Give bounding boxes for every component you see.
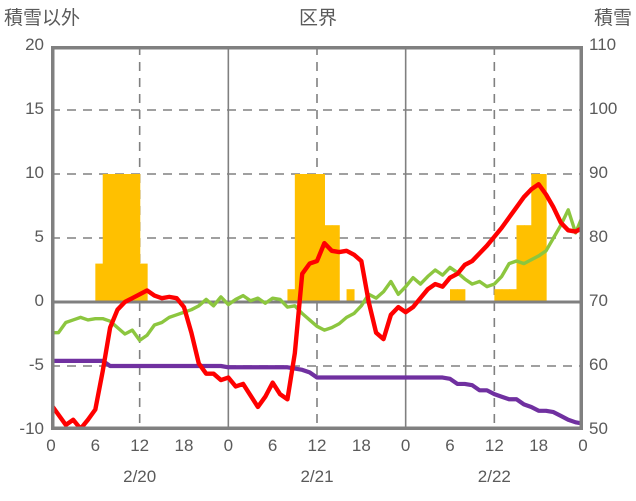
x-axis-hour-tick: 6 bbox=[445, 436, 455, 455]
y-axis-right-tick: 110 bbox=[589, 35, 617, 54]
series-line-temperature-red bbox=[51, 182, 583, 430]
x-axis-day-label: 2/22 bbox=[477, 467, 511, 486]
left-axis-unit-label: 積雪以外 bbox=[4, 8, 81, 29]
series-line-snowdepth-purple bbox=[51, 358, 583, 426]
x-axis-hour-tick: 12 bbox=[130, 436, 150, 455]
precipitation-bar bbox=[538, 174, 547, 302]
precipitation-bar bbox=[287, 289, 296, 302]
x-axis-hour-tick: 0 bbox=[400, 436, 411, 455]
precipitation-bar bbox=[95, 263, 104, 302]
y-axis-right-tick: 70 bbox=[589, 291, 608, 310]
precipitation-bar bbox=[346, 289, 355, 302]
x-axis-hour-tick: 18 bbox=[529, 436, 549, 455]
precipitation-bar bbox=[501, 289, 510, 302]
y-axis-left-tick: 5 bbox=[34, 227, 44, 246]
y-axis-right-tick: 100 bbox=[589, 99, 618, 118]
precipitation-bar bbox=[531, 174, 540, 302]
precipitation-bar bbox=[102, 174, 111, 302]
precipitation-bar bbox=[509, 289, 518, 302]
precipitation-bar bbox=[132, 174, 141, 302]
y-axis-left-tick: -10 bbox=[19, 419, 44, 438]
y-axis-right-tick: 80 bbox=[589, 227, 608, 246]
y-axis-right-tick: 90 bbox=[589, 163, 608, 182]
x-axis-hour-tick: 0 bbox=[578, 436, 588, 455]
x-axis-hour-tick: 6 bbox=[90, 436, 101, 455]
precipitation-bar bbox=[302, 174, 311, 302]
x-axis-day-label: 2/21 bbox=[300, 467, 334, 486]
precipitation-bar bbox=[523, 225, 532, 302]
y-axis-right-tick: 50 bbox=[589, 419, 608, 438]
x-axis-hour-tick: 18 bbox=[174, 436, 194, 455]
plot-area bbox=[51, 46, 583, 430]
x-axis-hour-tick: 0 bbox=[223, 436, 234, 455]
x-axis-hour-tick: 6 bbox=[267, 436, 278, 455]
x-axis-hour-tick: 18 bbox=[351, 436, 371, 455]
precipitation-bar bbox=[331, 225, 340, 302]
y-axis-right-tick: 60 bbox=[589, 355, 608, 374]
x-axis-hour-tick: 12 bbox=[307, 436, 327, 455]
precipitation-bar bbox=[324, 225, 333, 302]
plot-frame bbox=[51, 46, 583, 430]
precipitation-bar bbox=[110, 174, 119, 302]
precipitation-bar bbox=[494, 289, 503, 302]
right-axis-unit-label: 積雪 bbox=[593, 8, 632, 29]
precipitation-bar bbox=[457, 289, 466, 302]
series-line-humidity-green bbox=[51, 208, 583, 343]
precipitation-bar bbox=[139, 263, 148, 302]
page-title: 区界 bbox=[298, 8, 337, 29]
chart-svg bbox=[51, 46, 583, 430]
precipitation-bar bbox=[450, 289, 458, 302]
y-axis-left-tick: 10 bbox=[25, 163, 44, 182]
precipitation-bar bbox=[117, 174, 126, 302]
x-axis-day-label: 2/20 bbox=[123, 467, 157, 486]
precipitation-bar bbox=[317, 174, 325, 302]
x-axis-hour-tick: 0 bbox=[46, 436, 56, 455]
y-axis-left-tick: -5 bbox=[28, 355, 44, 374]
y-axis-left-tick: 0 bbox=[34, 291, 44, 310]
precipitation-bar bbox=[309, 174, 318, 302]
precipitation-bar bbox=[294, 174, 303, 302]
x-axis-hour-tick: 12 bbox=[484, 436, 504, 455]
y-axis-left-tick: 20 bbox=[25, 35, 44, 54]
y-axis-left-tick: 15 bbox=[25, 99, 44, 118]
precipitation-bar bbox=[124, 174, 133, 302]
